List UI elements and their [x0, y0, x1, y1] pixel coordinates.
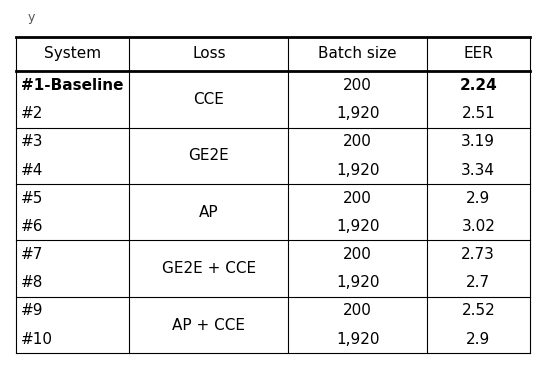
Text: #7: #7	[21, 247, 43, 262]
Text: 200: 200	[343, 247, 372, 262]
Text: 2.73: 2.73	[461, 247, 495, 262]
Text: AP + CCE: AP + CCE	[173, 318, 245, 332]
Text: 1,920: 1,920	[336, 163, 379, 178]
Text: y: y	[27, 11, 35, 24]
Text: Batch size: Batch size	[318, 46, 397, 61]
Text: 200: 200	[343, 191, 372, 206]
Text: GE2E: GE2E	[188, 149, 229, 163]
Text: GE2E + CCE: GE2E + CCE	[162, 261, 256, 276]
Text: 2.51: 2.51	[461, 106, 495, 121]
Text: 1,920: 1,920	[336, 332, 379, 347]
Text: 2.9: 2.9	[466, 332, 490, 347]
Text: #9: #9	[21, 303, 43, 318]
Text: Loss: Loss	[192, 46, 225, 61]
Text: 200: 200	[343, 303, 372, 318]
Text: 200: 200	[343, 134, 372, 149]
Text: 2.7: 2.7	[466, 275, 490, 290]
Text: #6: #6	[21, 219, 43, 234]
Text: 3.19: 3.19	[461, 134, 495, 149]
Text: 2.24: 2.24	[459, 78, 497, 93]
Text: #2: #2	[21, 106, 43, 121]
Text: EER: EER	[464, 46, 493, 61]
Text: 2.52: 2.52	[461, 303, 495, 318]
Text: 3.34: 3.34	[461, 163, 495, 178]
Text: AP: AP	[199, 205, 218, 220]
Text: 3.02: 3.02	[461, 219, 495, 234]
Text: #1-Baseline: #1-Baseline	[21, 78, 123, 93]
Text: System: System	[44, 46, 102, 61]
Text: #3: #3	[21, 134, 43, 149]
Text: 1,920: 1,920	[336, 106, 379, 121]
Text: 2.9: 2.9	[466, 191, 490, 206]
Text: 1,920: 1,920	[336, 219, 379, 234]
Text: #8: #8	[21, 275, 43, 290]
Text: #10: #10	[21, 332, 53, 347]
Text: #4: #4	[21, 163, 43, 178]
Text: #5: #5	[21, 191, 43, 206]
Text: 200: 200	[343, 78, 372, 93]
Text: CCE: CCE	[193, 92, 224, 107]
Text: 1,920: 1,920	[336, 275, 379, 290]
